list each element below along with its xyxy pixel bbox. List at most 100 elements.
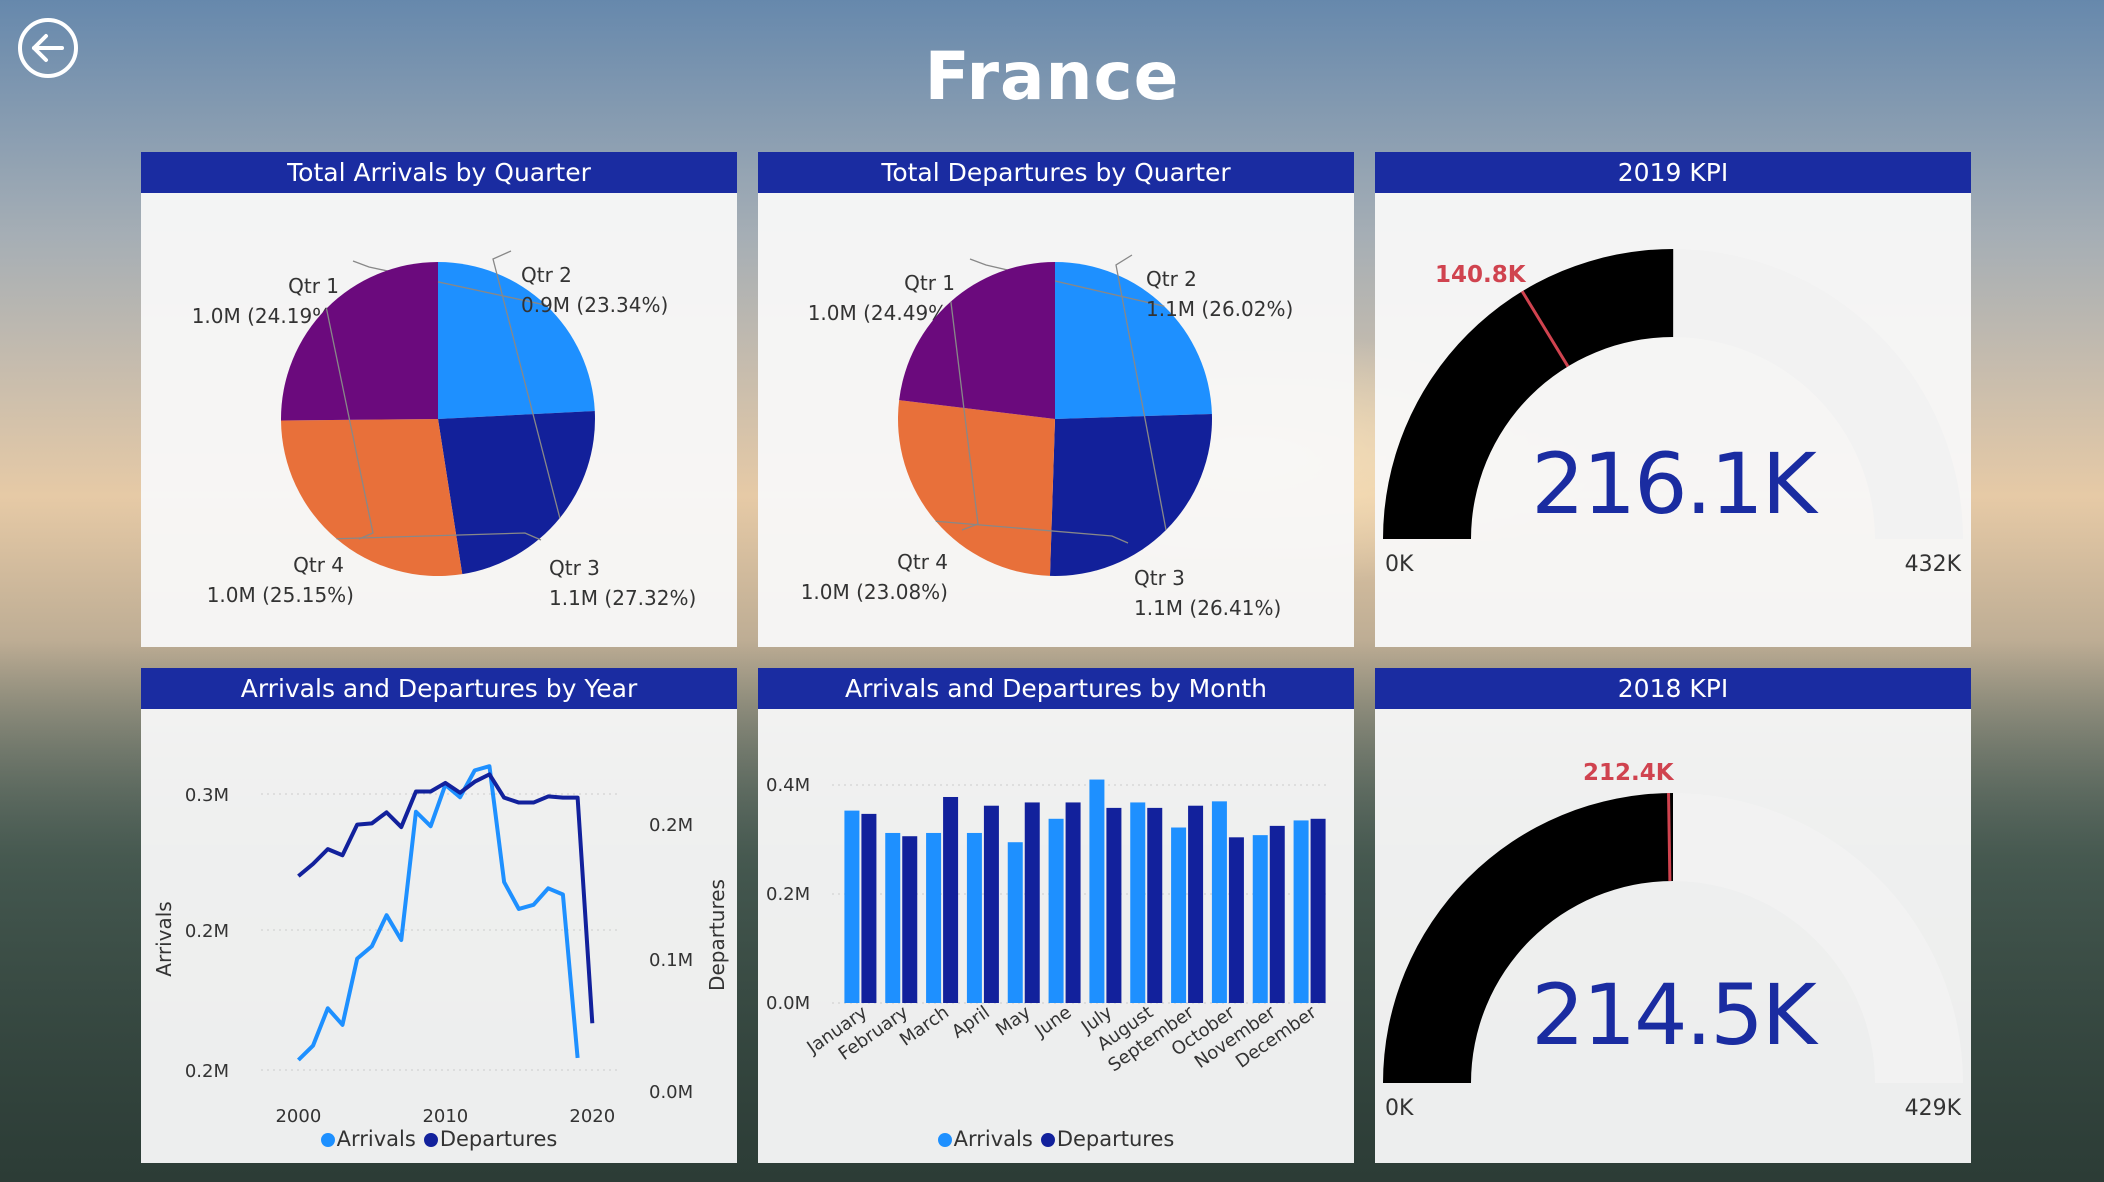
bar-departures[interactable] xyxy=(1188,805,1204,1003)
gauge-target-marker xyxy=(1520,290,1570,368)
y2-axis-title: Departures xyxy=(705,879,729,991)
bar-departures[interactable] xyxy=(983,805,999,1003)
legend-item-arrivals[interactable]: Arrivals xyxy=(937,1127,1033,1151)
y2-tick-label: 0.0M xyxy=(649,1082,693,1103)
chart-legend: Arrivals Departures xyxy=(758,1127,1354,1151)
panel-title: 2018 KPI xyxy=(1375,668,1971,709)
kpi-2018-gauge xyxy=(1383,793,1963,1083)
bar-arrivals[interactable] xyxy=(1048,818,1064,1003)
legend-item-departures[interactable]: Departures xyxy=(423,1127,558,1151)
legend-label: Arrivals xyxy=(336,1127,416,1151)
gauge-value: 214.5K xyxy=(1531,966,1817,1064)
slice-label: Qtr 2 xyxy=(1146,267,1197,291)
pie-slice-1[interactable] xyxy=(438,262,595,419)
slice-value-label: 1.1M (27.32%) xyxy=(549,586,696,610)
y-tick-label: 0.4M xyxy=(766,775,810,796)
legend-label: Departures xyxy=(1056,1127,1175,1151)
slice-value-label: 1.1M (26.41%) xyxy=(1134,596,1281,620)
leader-line xyxy=(325,308,374,540)
arrivals-quarter-pie-chart: Qtr 11.0M (24.19%)Qtr 20.9M (23.34%)Qtr … xyxy=(192,250,696,610)
y2-tick-label: 0.2M xyxy=(649,815,693,836)
bar-departures[interactable] xyxy=(1310,818,1326,1003)
bar-arrivals[interactable] xyxy=(966,832,982,1003)
legend-label: Departures xyxy=(439,1127,558,1151)
leader-line xyxy=(492,250,561,519)
leader-line xyxy=(352,260,547,306)
bar-arrivals[interactable] xyxy=(1007,842,1023,1003)
series-line-departures[interactable] xyxy=(297,772,595,1024)
leader-line xyxy=(1115,254,1167,531)
leader-line xyxy=(935,520,1129,544)
bar-departures[interactable] xyxy=(1106,807,1122,1003)
pie-slice-2[interactable] xyxy=(438,411,595,575)
gauge-min-label: 0K xyxy=(1385,552,1414,577)
slice-label: Qtr 3 xyxy=(549,556,600,580)
x-tick-label: April xyxy=(948,1002,994,1043)
x-tick-label: May xyxy=(992,1002,1035,1041)
slice-value-label: 1.0M (24.49%) xyxy=(808,301,955,325)
back-arrow-icon xyxy=(32,34,64,62)
y-tick-label: 0.0M xyxy=(766,993,810,1014)
leader-line xyxy=(969,258,1165,307)
bar-arrivals[interactable] xyxy=(844,810,860,1003)
departures-quarter-panel: Total Departures by Quarter Qtr 1 1.0M (2… xyxy=(758,152,1354,647)
bar-arrivals[interactable] xyxy=(885,832,901,1003)
year-line-panel: Arrivals and Departures by Year 0.2M 0.2M… xyxy=(141,668,737,1163)
pie-slice-4[interactable] xyxy=(281,262,438,421)
slice-label: Qtr 3 xyxy=(1134,566,1185,590)
bar-arrivals[interactable] xyxy=(1130,802,1146,1003)
bar-departures[interactable] xyxy=(861,813,877,1003)
x-tick-label: 2010 xyxy=(422,1106,468,1127)
chart-legend: Arrivals Departures xyxy=(141,1127,737,1151)
legend-item-arrivals[interactable]: Arrivals xyxy=(320,1127,416,1151)
bar-departures[interactable] xyxy=(1269,825,1285,1003)
panel-title: 2019 KPI xyxy=(1375,152,1971,193)
legend-dot-icon xyxy=(1040,1133,1055,1147)
pie-slice-3[interactable] xyxy=(898,400,1055,576)
gauge-target-label: 140.8K xyxy=(1435,262,1526,288)
gauge-fill xyxy=(1383,793,1673,1083)
slice-value-label: 1.1M (26.02%) xyxy=(1146,297,1293,321)
bar-arrivals[interactable] xyxy=(1089,779,1105,1003)
x-tick-label: 2000 xyxy=(275,1106,321,1127)
x-tick-label: 2020 xyxy=(569,1106,615,1127)
pie-slice-2[interactable] xyxy=(1049,413,1212,576)
gauge-max-label: 429K xyxy=(1904,1096,1961,1121)
pie-slice-1[interactable] xyxy=(1055,262,1212,419)
bar-departures[interactable] xyxy=(1228,837,1244,1003)
bar-arrivals[interactable] xyxy=(1252,835,1268,1003)
slice-label: Qtr 2 xyxy=(521,263,572,287)
pie-slice-4[interactable] xyxy=(899,262,1055,419)
bar-arrivals[interactable] xyxy=(1293,820,1309,1003)
bar-departures[interactable] xyxy=(1024,802,1040,1003)
gauge-target-label: 212.4K xyxy=(1583,760,1674,786)
bar-arrivals[interactable] xyxy=(1211,801,1227,1003)
slice-label: Qtr 4 xyxy=(897,550,948,574)
series-line-arrivals[interactable] xyxy=(296,764,580,1062)
y2-tick-label: 0.1M xyxy=(649,950,693,971)
leader-line xyxy=(950,301,979,531)
bar-departures[interactable] xyxy=(943,796,959,1003)
bar-departures[interactable] xyxy=(902,836,918,1003)
back-button[interactable] xyxy=(18,18,78,78)
panel-title: Arrivals and Departures by Month xyxy=(758,668,1354,709)
bar-arrivals[interactable] xyxy=(1171,827,1187,1003)
y-tick-label: 0.2M xyxy=(766,884,810,905)
bar-arrivals[interactable] xyxy=(926,832,942,1003)
departures-quarter-pie-chart: Qtr 1 1.0M (24.49%) Qtr 2 1.1M (26.02%) Qtr … xyxy=(801,254,1293,620)
legend-label: Arrivals xyxy=(953,1127,1033,1151)
gauge-value: 216.1K xyxy=(1531,435,1817,533)
slice-value-label: 1.0M (25.15%) xyxy=(207,583,354,607)
year-line-chart: 0.2M 0.2M 0.3M 0.0M 0.1M 0.2M 2000 2010 2020 Arri… xyxy=(152,764,729,1127)
gauge-fill xyxy=(1383,248,1674,539)
slice-value-label: 0.9M (23.34%) xyxy=(521,293,668,317)
slice-label: Qtr 1 xyxy=(904,271,955,295)
bar-departures[interactable] xyxy=(1147,807,1163,1003)
panel-title: Total Departures by Quarter xyxy=(758,152,1354,193)
legend-dot-icon xyxy=(423,1133,438,1147)
y-tick-label: 0.3M xyxy=(185,785,229,806)
y-tick-label: 0.2M xyxy=(185,921,229,942)
bar-departures[interactable] xyxy=(1065,802,1081,1003)
gauge-target-marker xyxy=(1667,793,1672,882)
legend-item-departures[interactable]: Departures xyxy=(1040,1127,1175,1151)
